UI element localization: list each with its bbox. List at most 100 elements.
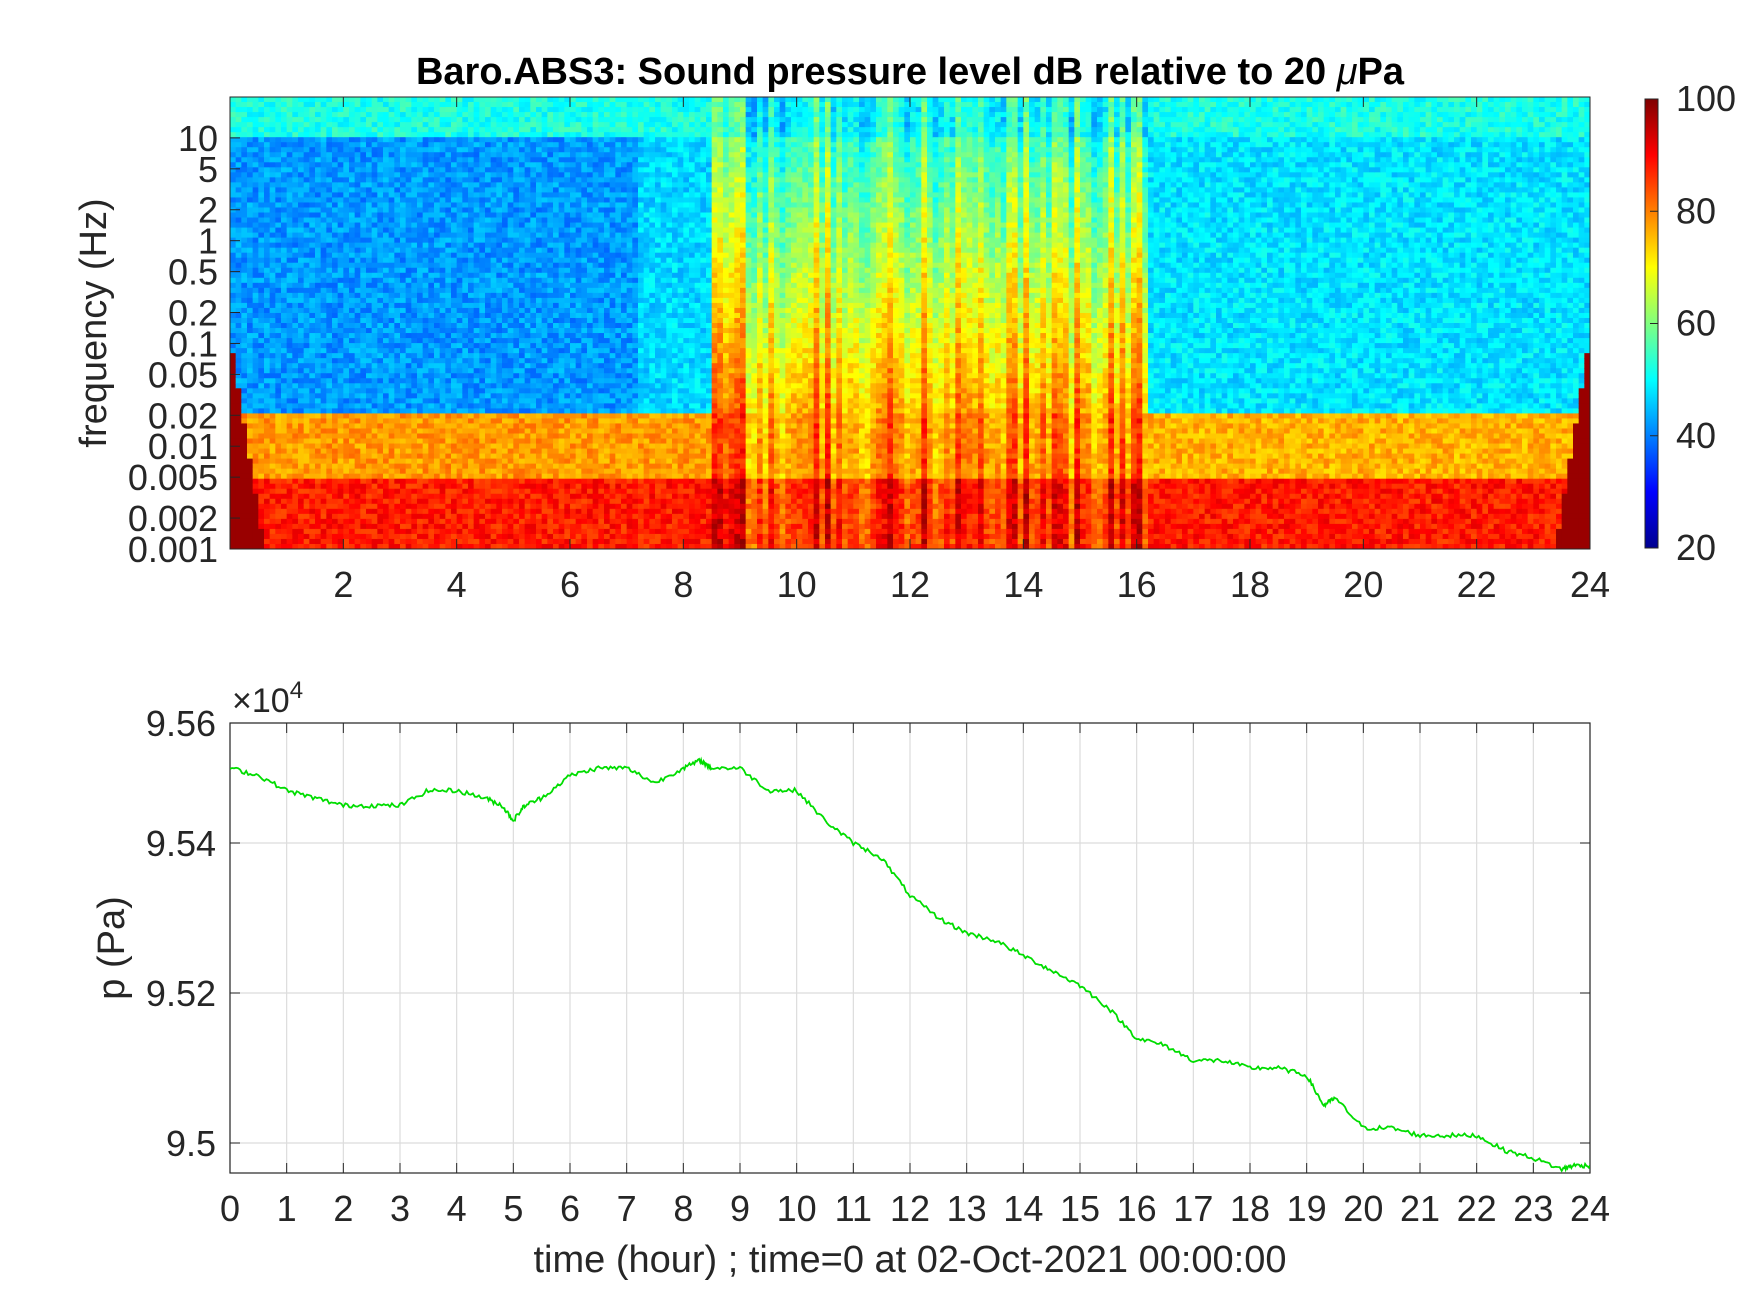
spectrogram-cell (298, 112, 305, 118)
spectrogram-cell (524, 393, 531, 399)
spectrogram-cell (269, 137, 276, 143)
spectrogram-cell (507, 177, 514, 183)
spectrogram-cell (513, 503, 520, 510)
spectrogram-cell (286, 317, 293, 324)
spectrogram-cell (541, 207, 548, 214)
spectrogram-cell (235, 197, 242, 204)
spectrogram-cell (337, 302, 344, 309)
spectrogram-cell (524, 232, 531, 239)
spectrogram-cell (264, 373, 271, 379)
spectrogram-cell (337, 388, 344, 394)
spectrogram-cell (411, 523, 418, 530)
spectrogram-cell (536, 127, 543, 133)
spectrogram-cell (281, 122, 288, 128)
spectrogram-cell (241, 323, 248, 329)
spectrogram-cell (326, 282, 333, 289)
spectrogram-cell (530, 493, 537, 500)
spectrogram-cell (292, 518, 299, 525)
spectrogram-cell (536, 523, 543, 530)
spectrogram-cell (536, 262, 543, 269)
spectrogram-cell (264, 543, 271, 549)
spectrogram-cell (519, 443, 526, 450)
spectrogram-cell (428, 443, 435, 450)
spectrogram-cell (541, 117, 548, 123)
spectrogram-cell (354, 127, 361, 133)
spectrogram-cell (383, 363, 390, 369)
spectrogram-cell (230, 348, 237, 354)
spectrogram-cell (320, 323, 327, 329)
spectrogram-cell (394, 177, 401, 183)
spectrogram-cell (445, 312, 452, 319)
spectrogram-cell (411, 117, 418, 123)
spectrogram-cell (428, 247, 435, 254)
spectrogram-cell (235, 232, 242, 239)
spectrogram-cell (303, 418, 310, 425)
spectrogram-cell (264, 473, 271, 480)
spectrogram-cell (473, 508, 480, 515)
spectrogram-cell (422, 217, 429, 224)
spectrogram-cell (394, 287, 401, 294)
spectrogram-cell (241, 363, 248, 369)
spectrogram-cell (332, 252, 339, 259)
spectrogram-cell (343, 252, 350, 259)
spectrogram-cell (332, 162, 339, 168)
spectrogram-cell (388, 408, 395, 414)
spectrogram-cell (332, 323, 339, 329)
spectrogram-cell (479, 137, 486, 143)
spectrogram-cell (541, 197, 548, 204)
spectrogram-cell (417, 237, 424, 244)
spectrogram-cell (530, 488, 537, 495)
spectrogram-cell (315, 247, 322, 254)
spectrogram-cell (507, 473, 514, 480)
spectrogram-cell (405, 348, 412, 354)
spectrogram-cell (451, 403, 458, 409)
spectrogram-cell (513, 438, 520, 445)
spectrogram-cell (309, 363, 316, 369)
spectrogram-cell (247, 207, 254, 214)
spectrogram-cell (303, 488, 310, 495)
spectrogram-cell (479, 307, 486, 314)
spectrogram-cell (502, 513, 509, 520)
spectrogram-cell (536, 468, 543, 475)
spectrogram-cell (247, 523, 254, 530)
spectrogram-cell (434, 142, 441, 148)
spectrogram-cell (468, 182, 475, 188)
spectrogram-cell (507, 302, 514, 309)
spectrogram-cell (320, 483, 327, 490)
spectrogram-cell (252, 97, 259, 103)
spectrogram-cell (315, 237, 322, 244)
spectrogram-cell (354, 428, 361, 435)
spectrogram-cell (496, 483, 503, 490)
spectrogram-cell (264, 192, 271, 199)
spectrogram-cell (258, 297, 265, 304)
spectrogram-cell (473, 137, 480, 143)
spectrogram-cell (258, 217, 265, 224)
spectrogram-cell (377, 458, 384, 465)
spectrogram-cell (252, 232, 259, 239)
spectrogram-cell (485, 112, 492, 118)
spectrogram-cell (485, 237, 492, 244)
spectrogram-cell (479, 343, 486, 349)
spectrogram-cell (394, 267, 401, 274)
spectrogram-cell (286, 242, 293, 249)
spectrogram-cell (400, 353, 407, 359)
spectrogram-cell (524, 237, 531, 244)
spectrogram-cell (258, 513, 265, 520)
spectrogram-cell (468, 358, 475, 364)
spectrogram-cell (451, 197, 458, 204)
spectrogram-cell (281, 523, 288, 530)
spectrogram-cell (360, 147, 367, 153)
spectrogram-cell (320, 513, 327, 520)
spectrogram-cell (394, 338, 401, 344)
spectrogram-cell (252, 162, 259, 168)
spectrogram-cell (241, 513, 248, 520)
spectrogram-cell (417, 162, 424, 168)
spectrogram-cell (343, 127, 350, 133)
spectrogram-cell (411, 393, 418, 399)
spectrogram-cell (377, 528, 384, 535)
spectrogram-cell (479, 217, 486, 224)
spectrogram-cell (434, 378, 441, 384)
spectrogram-cell (315, 373, 322, 379)
spectrogram-cell (405, 117, 412, 123)
spectrogram-cell (507, 413, 514, 420)
